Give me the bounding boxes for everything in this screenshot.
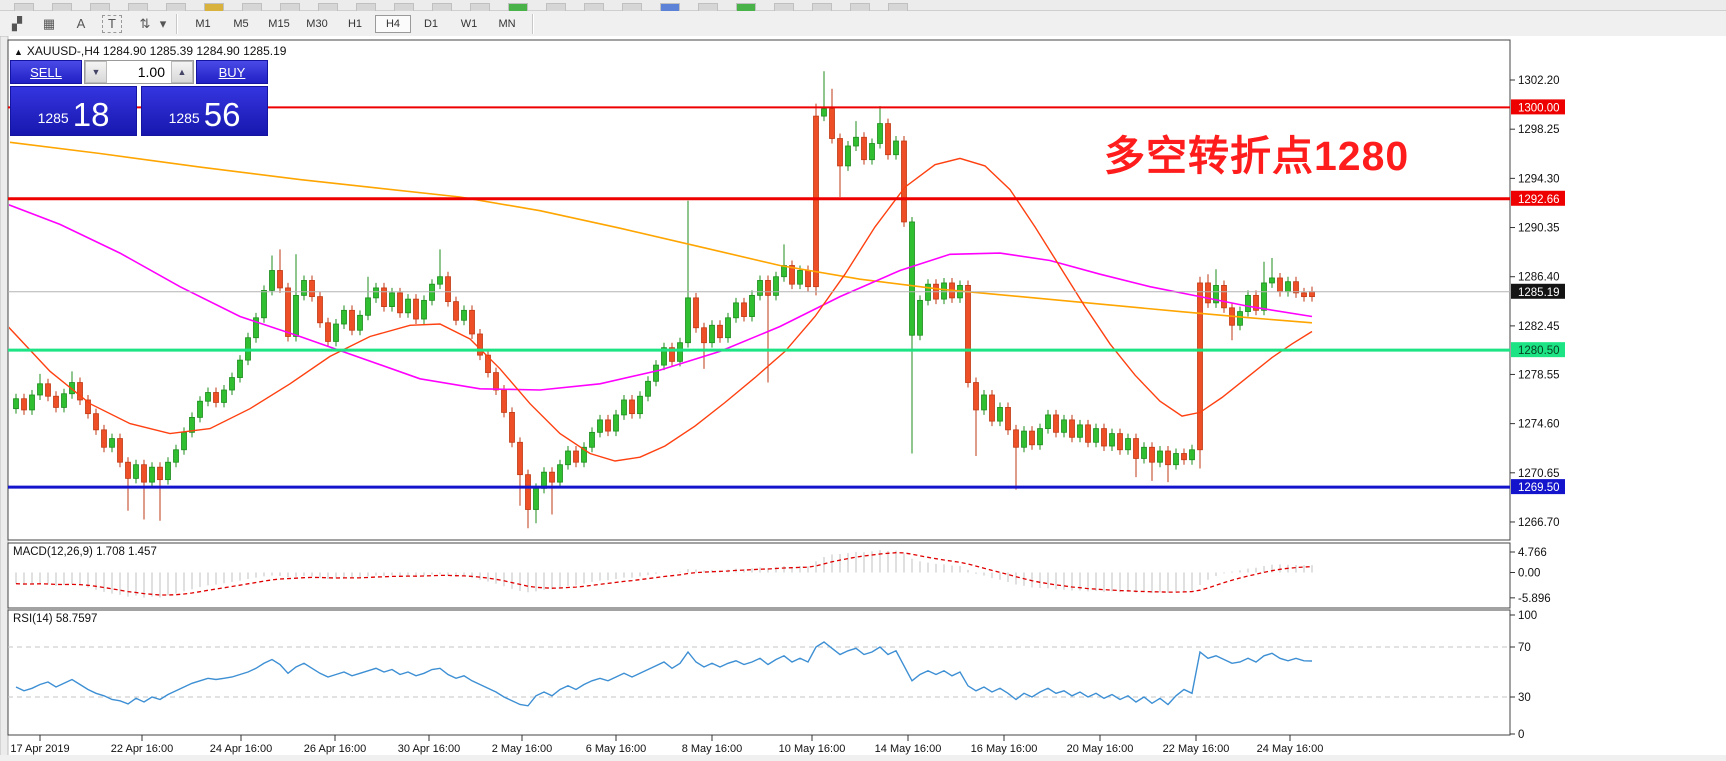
svg-text:6 May 16:00: 6 May 16:00 bbox=[586, 743, 647, 755]
text-label-icon[interactable]: A bbox=[76, 16, 86, 31]
chart-annotation-text: 多空转折点1280 bbox=[1104, 133, 1410, 179]
buy-price-big: 56 bbox=[203, 96, 241, 133]
svg-text:4.766: 4.766 bbox=[1518, 547, 1547, 559]
svg-text:1290.35: 1290.35 bbox=[1518, 223, 1560, 235]
svg-text:16 May 16:00: 16 May 16:00 bbox=[971, 743, 1038, 755]
symbol-header: ▲ XAUUSD-,H4 1284.90 1285.39 1284.90 1285… bbox=[14, 44, 286, 58]
svg-text:1269.50: 1269.50 bbox=[1518, 482, 1560, 494]
svg-text:24 May 16:00: 24 May 16:00 bbox=[1257, 743, 1324, 755]
sell-price-box[interactable]: 1285 18 bbox=[10, 86, 137, 136]
text-box-icon[interactable]: T bbox=[102, 14, 122, 33]
volume-increase-button[interactable]: ▲ bbox=[171, 61, 193, 83]
rsi-indicator-label: RSI(14) 58.7597 bbox=[13, 613, 98, 625]
svg-text:1280.50: 1280.50 bbox=[1518, 345, 1560, 357]
svg-text:1285.19: 1285.19 bbox=[1518, 287, 1560, 299]
toolbar-separator bbox=[176, 13, 178, 34]
svg-text:1274.60: 1274.60 bbox=[1518, 419, 1560, 431]
sell-price-big: 18 bbox=[72, 96, 110, 133]
svg-text:14 May 16:00: 14 May 16:00 bbox=[875, 743, 942, 755]
arrows-icon[interactable]: ⇅ bbox=[139, 15, 151, 31]
buy-price-small: 1285 bbox=[168, 110, 200, 126]
dropdown-caret-icon[interactable]: ▾ bbox=[159, 15, 167, 31]
svg-text:1298.25: 1298.25 bbox=[1518, 124, 1560, 136]
collapse-triangle-icon[interactable]: ▲ bbox=[14, 47, 23, 57]
svg-text:22 Apr 16:00: 22 Apr 16:00 bbox=[111, 743, 173, 755]
svg-text:70: 70 bbox=[1518, 642, 1531, 654]
svg-text:24 Apr 16:00: 24 Apr 16:00 bbox=[210, 743, 272, 755]
tf-button-mn[interactable]: MN bbox=[498, 17, 516, 30]
svg-text:10 May 16:00: 10 May 16:00 bbox=[779, 743, 846, 755]
tf-button-d1[interactable]: D1 bbox=[423, 17, 439, 30]
tf-button-m5[interactable]: M5 bbox=[233, 17, 249, 30]
indicators-icon[interactable]: ▞ bbox=[12, 15, 22, 31]
tf-button-h4[interactable]: H4 bbox=[375, 14, 411, 33]
svg-text:1286.40: 1286.40 bbox=[1518, 272, 1560, 284]
symbol-ohlc-text: XAUUSD-,H4 1284.90 1285.39 1284.90 1285.… bbox=[26, 44, 287, 58]
svg-text:20 May 16:00: 20 May 16:00 bbox=[1067, 743, 1134, 755]
svg-text:1302.20: 1302.20 bbox=[1518, 75, 1560, 87]
svg-text:8 May 16:00: 8 May 16:00 bbox=[682, 743, 743, 755]
one-click-trading-panel: SELL ▼ ▲ BUY 1285 18 1285 56 bbox=[10, 60, 268, 136]
chart-surface[interactable]: 1302.20 1298.25 1294.30 1290.35 1286.40 1282.… bbox=[0, 35, 1726, 761]
svg-text:26 Apr 16:00: 26 Apr 16:00 bbox=[304, 743, 366, 755]
tf-button-m15[interactable]: M15 bbox=[268, 17, 290, 30]
macd-indicator-label: MACD(12,26,9) 1.708 1.457 bbox=[13, 546, 157, 558]
sell-button[interactable]: SELL bbox=[10, 60, 82, 84]
clipped-icons-row bbox=[0, 0, 1726, 12]
buy-button[interactable]: BUY bbox=[196, 60, 268, 84]
volume-input[interactable] bbox=[107, 61, 171, 83]
svg-text:17 Apr 2019: 17 Apr 2019 bbox=[10, 743, 69, 755]
svg-text:1300.00: 1300.00 bbox=[1518, 102, 1560, 114]
chart-canvas[interactable]: 1302.20 1298.25 1294.30 1290.35 1286.40 1282.… bbox=[0, 35, 1726, 761]
tf-button-w1[interactable]: W1 bbox=[460, 17, 478, 30]
svg-text:0: 0 bbox=[1518, 729, 1524, 741]
svg-text:1282.45: 1282.45 bbox=[1518, 321, 1560, 333]
sell-price-small: 1285 bbox=[37, 110, 69, 126]
tf-button-m30[interactable]: M30 bbox=[306, 17, 328, 30]
svg-text:1266.70: 1266.70 bbox=[1518, 517, 1560, 529]
toolbar-separator bbox=[532, 13, 534, 34]
svg-text:1294.30: 1294.30 bbox=[1518, 173, 1560, 185]
svg-text:2 May 16:00: 2 May 16:00 bbox=[492, 743, 553, 755]
chart-toolbar: ▞ ▦ A T ⇅ ▾ M1 M5 M15 M30 H1 H4 D1 W1 MN bbox=[0, 11, 1726, 37]
tf-button-h1[interactable]: H1 bbox=[347, 17, 363, 30]
svg-text:1278.55: 1278.55 bbox=[1518, 369, 1560, 381]
svg-text:100: 100 bbox=[1518, 610, 1537, 622]
svg-text:30: 30 bbox=[1518, 692, 1531, 704]
svg-text:0.00: 0.00 bbox=[1518, 568, 1540, 580]
svg-text:-5.896: -5.896 bbox=[1518, 593, 1551, 605]
svg-text:1292.66: 1292.66 bbox=[1518, 194, 1560, 206]
grid-icon[interactable]: ▦ bbox=[42, 15, 56, 31]
volume-stepper: ▼ ▲ bbox=[84, 60, 194, 84]
volume-decrease-button[interactable]: ▼ bbox=[85, 61, 107, 83]
svg-text:30 Apr 16:00: 30 Apr 16:00 bbox=[398, 743, 460, 755]
svg-text:22 May 16:00: 22 May 16:00 bbox=[1163, 743, 1230, 755]
buy-price-box[interactable]: 1285 56 bbox=[141, 86, 268, 136]
tf-button-m1[interactable]: M1 bbox=[195, 17, 211, 30]
svg-text:1270.65: 1270.65 bbox=[1518, 468, 1560, 480]
